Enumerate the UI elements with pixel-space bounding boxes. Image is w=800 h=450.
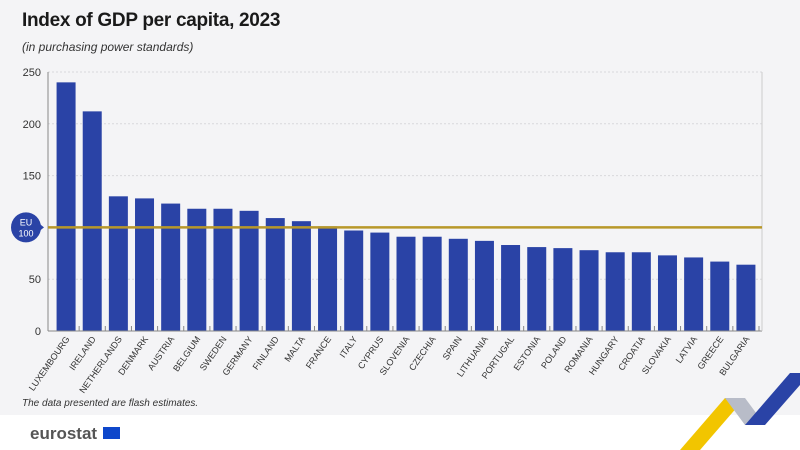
bar <box>318 226 338 331</box>
y-tick-label: 150 <box>23 171 41 183</box>
bar <box>370 232 390 331</box>
chart-background <box>0 0 800 415</box>
bar <box>501 245 521 331</box>
bar <box>527 247 547 331</box>
bar <box>291 221 311 331</box>
y-tick-label: 250 <box>23 67 41 79</box>
bar <box>161 203 181 331</box>
bar <box>579 250 599 331</box>
eu-badge-label: EU <box>20 217 33 227</box>
bar <box>344 230 364 331</box>
footnote: The data presented are flash estimates. <box>22 398 199 409</box>
bar <box>684 257 704 331</box>
y-tick-label: 50 <box>29 274 41 286</box>
y-tick-label: 0 <box>35 326 41 338</box>
bar <box>710 261 730 331</box>
bar <box>422 236 442 331</box>
bar <box>736 264 756 331</box>
bar <box>82 111 102 331</box>
bar <box>135 198 155 331</box>
bar <box>631 252 651 331</box>
eu-badge-value: 100 <box>18 228 33 238</box>
bar <box>213 208 233 331</box>
bar <box>265 218 285 331</box>
bar <box>474 240 494 331</box>
chart-subtitle: (in purchasing power standards) <box>22 40 194 54</box>
bar <box>448 238 468 331</box>
bar <box>187 208 207 331</box>
y-tick-label: 200 <box>23 119 41 131</box>
eurostat-logo: eurostat <box>30 424 98 443</box>
bar <box>239 210 259 331</box>
bar <box>108 196 128 331</box>
chart-title: Index of GDP per capita, 2023 <box>22 10 281 31</box>
bar <box>657 255 677 331</box>
eu-flag-icon <box>103 427 120 439</box>
eu-badge-pointer <box>39 223 44 232</box>
bar <box>396 236 416 331</box>
bar-chart: 050150200250LUXEMBOURGIRELANDNETHERLANDS… <box>11 67 763 395</box>
bar <box>553 248 573 331</box>
bar <box>605 252 625 331</box>
bar <box>56 82 76 331</box>
eu-badge <box>11 212 41 243</box>
